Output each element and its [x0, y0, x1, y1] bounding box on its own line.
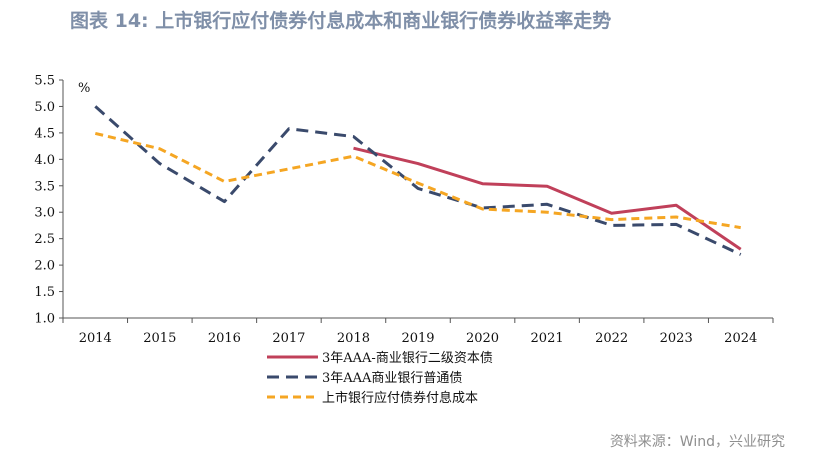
x-tick-label: 2023 [660, 331, 693, 346]
y-tick-label: 3.0 [34, 206, 55, 221]
series-lines [94, 105, 742, 256]
x-tick-label: 2021 [531, 331, 564, 346]
y-tick-label: 4.5 [34, 126, 55, 141]
y-tick-label: 1.0 [34, 312, 55, 327]
y-tick-label: 4.0 [34, 153, 55, 168]
y-tick-label: 2.5 [34, 232, 55, 247]
source-note: 资料来源：Wind，兴业研究 [609, 434, 785, 450]
x-tick-label: 2020 [466, 331, 499, 346]
x-tick-label: 2017 [272, 331, 305, 346]
series-line-1 [353, 146, 742, 251]
x-tick-label: 2016 [208, 331, 241, 346]
legend-label-2: 3年AAA商业银行普通债 [322, 371, 462, 386]
x-tick-label: 2019 [401, 331, 434, 346]
chart-title: 图表 14: 上市银行应付债券付息成本和商业银行债券收益率走势 [70, 10, 612, 32]
x-tick-label: 2022 [595, 331, 628, 346]
y-tick-label: 5.0 [34, 100, 55, 115]
legend-label-1: 3年AAA-商业银行二级资本债 [322, 351, 493, 366]
x-tick-label: 2024 [724, 331, 757, 346]
series-line-3 [94, 131, 741, 230]
legend-label-3: 上市银行应付债券付息成本 [322, 390, 478, 406]
x-tick-label: 2015 [143, 331, 176, 346]
y-tick-label: 1.5 [34, 285, 55, 300]
x-tick-label: 2018 [337, 331, 370, 346]
y-axis-unit: % [78, 81, 90, 96]
x-tick-label: 2014 [79, 331, 112, 346]
y-tick-label: 3.5 [34, 179, 55, 194]
y-tick-label: 2.0 [34, 259, 55, 274]
axes: 5.5 5.0 4.5 4.0 3.5 3.0 2.5 2.0 1.5 1.0% 2014 2015 2… [34, 74, 774, 346]
series-line-2 [94, 105, 742, 256]
y-tick-label: 5.5 [34, 74, 55, 89]
